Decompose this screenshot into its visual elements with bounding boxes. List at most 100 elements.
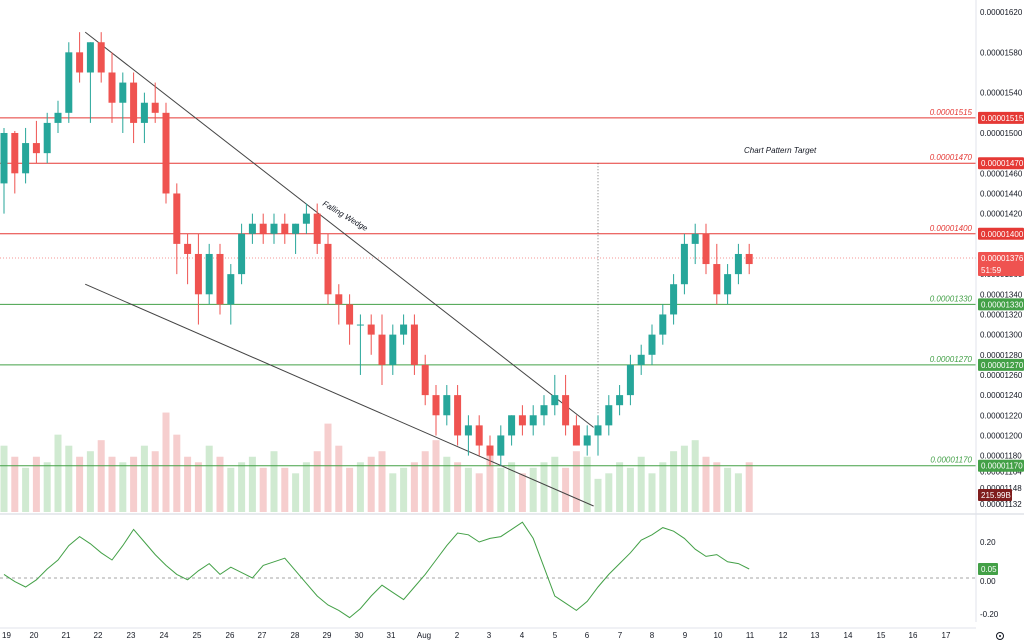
volume-bar	[32, 456, 40, 512]
candle[interactable]	[22, 127, 30, 184]
chart-pattern-target-label: Chart Pattern Target	[744, 146, 817, 155]
time-axis[interactable]: 19 20 21 22 23 24 25 26 27 28 29 30 31 Aug 2 3 4 5 6 7 8 9 10 1…	[0, 627, 976, 640]
candle[interactable]	[616, 385, 624, 416]
candle-body	[270, 223, 278, 234]
candle[interactable]	[367, 314, 375, 355]
candle[interactable]	[32, 120, 40, 164]
candle[interactable]	[270, 213, 278, 244]
candle[interactable]	[281, 213, 289, 244]
candle[interactable]	[518, 405, 526, 436]
candle[interactable]	[432, 385, 440, 436]
candle[interactable]	[205, 243, 213, 305]
volume-bar	[702, 456, 710, 512]
volume-bar	[616, 462, 624, 512]
candle[interactable]	[464, 415, 472, 456]
volume-bar	[0, 445, 8, 512]
candle-body	[367, 324, 375, 335]
candle-body	[346, 304, 354, 325]
candle[interactable]	[421, 354, 429, 406]
time-tick-label: 6	[585, 631, 590, 640]
price-tick-label: 0.00001148	[980, 484, 1022, 493]
candle[interactable]	[583, 425, 591, 456]
candle[interactable]	[486, 435, 494, 466]
candle[interactable]	[54, 100, 62, 133]
candle[interactable]	[11, 130, 19, 194]
candle[interactable]	[86, 42, 94, 123]
candle[interactable]	[292, 223, 300, 254]
candle[interactable]	[65, 42, 73, 123]
candle[interactable]	[0, 127, 8, 214]
candle[interactable]	[551, 374, 559, 416]
resistance-price-box	[978, 157, 1024, 170]
candle[interactable]	[194, 233, 202, 325]
candle[interactable]	[356, 314, 364, 375]
candle[interactable]	[410, 314, 418, 375]
candle[interactable]	[540, 395, 548, 426]
candle[interactable]	[724, 264, 732, 305]
candle[interactable]	[151, 82, 159, 123]
volume-bar	[65, 445, 73, 512]
time-tick-label: 22	[94, 631, 103, 640]
candle[interactable]	[734, 243, 742, 285]
candle[interactable]	[529, 405, 537, 436]
candle[interactable]	[324, 233, 332, 305]
candle[interactable]	[313, 203, 321, 254]
candle[interactable]	[508, 415, 516, 446]
candle[interactable]	[140, 92, 148, 144]
candle[interactable]	[43, 112, 51, 164]
candle[interactable]	[119, 72, 127, 133]
candle[interactable]	[335, 284, 343, 325]
candle[interactable]	[713, 243, 721, 305]
wedge-lower-trendline	[85, 283, 594, 507]
candle[interactable]	[745, 243, 753, 275]
candle[interactable]	[691, 223, 699, 265]
time-tick-label: 21	[62, 631, 71, 640]
candle[interactable]	[626, 354, 634, 406]
candle[interactable]	[227, 264, 235, 325]
candle[interactable]	[594, 415, 602, 456]
candle[interactable]	[572, 415, 580, 446]
candle[interactable]	[97, 32, 105, 83]
candle[interactable]	[454, 385, 462, 446]
candle[interactable]	[670, 274, 678, 325]
candle[interactable]	[184, 233, 192, 285]
candle[interactable]	[130, 72, 138, 144]
time-tick-label: 7	[618, 631, 623, 640]
candle[interactable]	[238, 223, 246, 285]
candle[interactable]	[637, 344, 645, 375]
candle[interactable]	[443, 385, 451, 426]
candle[interactable]	[497, 425, 505, 466]
candle[interactable]	[162, 102, 170, 204]
candle[interactable]	[248, 213, 256, 244]
volume-bar	[378, 451, 386, 512]
candle-body	[130, 82, 138, 123]
candle[interactable]	[216, 243, 224, 315]
candle[interactable]	[475, 415, 483, 456]
candles[interactable]	[0, 32, 753, 466]
time-tick-label: 2	[455, 631, 460, 640]
candle[interactable]	[605, 395, 613, 436]
candle[interactable]	[389, 324, 397, 375]
time-tick-label: 27	[258, 631, 267, 640]
candle[interactable]	[648, 324, 656, 365]
candle[interactable]	[302, 203, 310, 234]
candle[interactable]	[680, 233, 688, 295]
oscillator-tick-label: -0.20	[980, 610, 999, 619]
candle[interactable]	[659, 304, 667, 345]
settings-icon[interactable]	[996, 632, 1004, 640]
candle-body	[194, 253, 202, 295]
volume-bar	[259, 467, 267, 512]
candle[interactable]	[378, 314, 386, 386]
candle[interactable]	[108, 52, 116, 123]
candle[interactable]	[346, 294, 354, 345]
volume-bar	[691, 440, 699, 512]
candle[interactable]	[173, 183, 181, 275]
candle[interactable]	[562, 374, 570, 436]
candle[interactable]	[702, 223, 710, 275]
volume-bar	[281, 467, 289, 512]
candle[interactable]	[400, 314, 408, 345]
candle[interactable]	[259, 213, 267, 244]
price-axis[interactable]: 0.00001620 0.00001580 0.00001540 0.00001500…	[975, 0, 1024, 622]
candle[interactable]	[76, 32, 84, 83]
